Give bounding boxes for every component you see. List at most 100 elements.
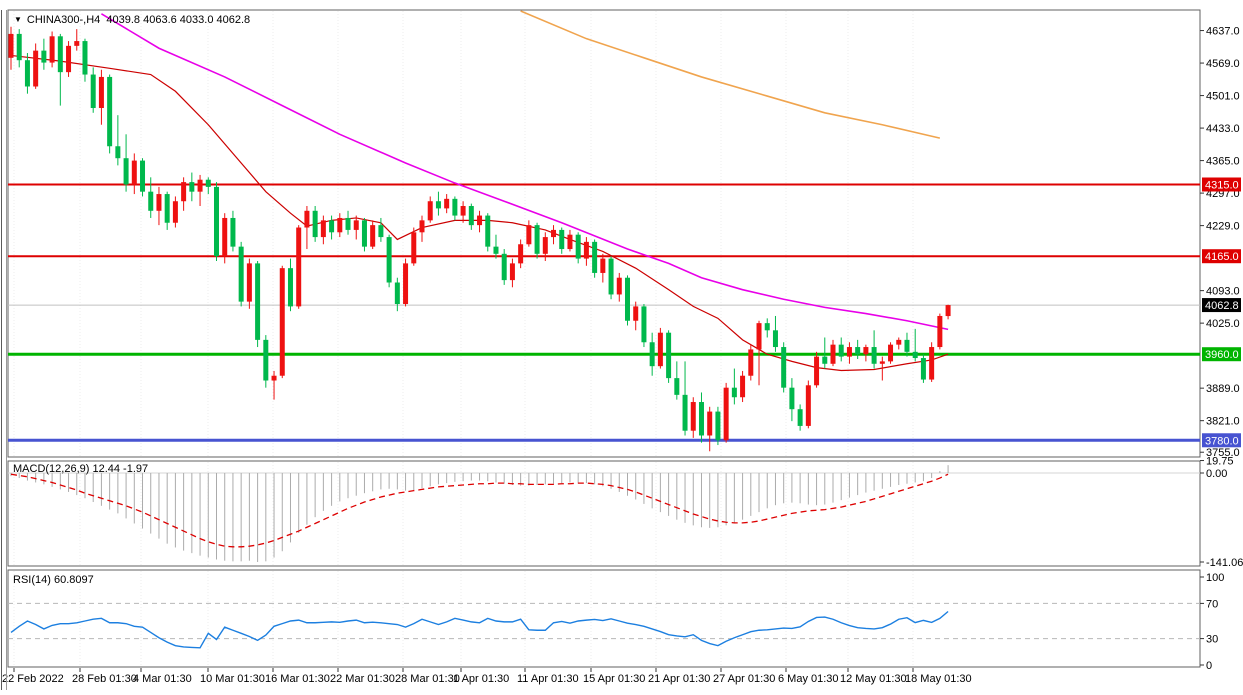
candle-body <box>419 220 425 233</box>
candle-body <box>189 182 195 192</box>
date-axis-label: 15 Apr 01:30 <box>583 673 645 685</box>
date-axis-label: 21 Apr 01:30 <box>648 673 710 685</box>
candle-body <box>920 358 926 380</box>
candle-body <box>329 220 335 233</box>
price-axis-label: 3889.0 <box>1206 383 1240 395</box>
candle-body <box>485 215 491 247</box>
candle-body <box>271 375 277 381</box>
candle-body <box>649 342 655 367</box>
macd-layer <box>8 465 1200 562</box>
macd-axis-label: 19.75 <box>1206 456 1234 468</box>
candle-body <box>789 387 795 410</box>
candle-body <box>435 201 441 209</box>
price-axis-label: 4365.0 <box>1206 156 1240 168</box>
candle-body <box>98 76 104 109</box>
candle-body <box>559 229 565 250</box>
macd-axis-label: -141.06 <box>1206 557 1243 569</box>
date-axis-label: 11 Apr 01:30 <box>517 673 579 685</box>
candle-body <box>542 237 548 254</box>
level-price-tag: 3960.0 <box>1205 349 1239 361</box>
candle-body <box>181 182 187 202</box>
candle-body <box>57 36 63 73</box>
candle-body <box>592 241 598 273</box>
chart-title: ▼ CHINA300-,H4 4039.8 4063.6 4033.0 4062.… <box>14 14 250 26</box>
candle-body <box>871 347 877 364</box>
candle-body <box>107 76 113 147</box>
candle-body <box>575 234 581 259</box>
candle-body <box>337 217 343 233</box>
candle-body <box>66 45 72 73</box>
candle-body <box>8 33 14 58</box>
candle-body <box>781 347 787 388</box>
candle-body <box>929 347 935 380</box>
candle-body <box>814 356 820 386</box>
candle-body <box>797 409 803 426</box>
candle-body <box>255 263 261 340</box>
candle-body <box>197 179 203 192</box>
candle-body <box>230 217 236 247</box>
candle-body <box>411 232 417 264</box>
candle-body <box>600 258 606 273</box>
candle-body <box>238 246 244 302</box>
candle-body <box>148 191 154 211</box>
rsi-panel[interactable] <box>7 569 1201 668</box>
candle-body <box>567 234 573 250</box>
candle-body <box>263 339 269 381</box>
candle-body <box>370 225 376 247</box>
level-price-tag: 4315.0 <box>1205 179 1239 191</box>
candle-body <box>287 268 293 307</box>
level-price-tag: 4165.0 <box>1205 251 1239 263</box>
price-axis-label: 4637.0 <box>1206 26 1240 38</box>
candle-body <box>666 332 672 379</box>
ma-mid-magenta-line <box>101 13 949 331</box>
candle-body <box>279 268 285 376</box>
candle-body <box>24 60 30 87</box>
macd-panel[interactable] <box>7 460 1201 567</box>
date-axis-label: 1 Apr 01:30 <box>453 673 509 685</box>
candle-body <box>33 50 39 87</box>
level-price-tag-box <box>1202 433 1241 448</box>
candle-body <box>830 344 836 364</box>
candle-body <box>863 347 869 355</box>
main-chart-panel[interactable] <box>7 9 1201 458</box>
rsi-axis-label: 30 <box>1206 634 1218 646</box>
candle-body <box>386 237 392 283</box>
candle-body <box>846 347 852 357</box>
candle-body <box>674 378 680 395</box>
candle-body <box>115 146 121 159</box>
date-axis-label: 18 May 01:30 <box>905 673 972 685</box>
candle-body <box>682 394 688 431</box>
date-axis-label: 28 Mar 01:30 <box>395 673 460 685</box>
candle-body <box>345 217 351 230</box>
price-axis-label: 4569.0 <box>1206 58 1240 70</box>
candle-body <box>312 210 318 238</box>
candle-body <box>90 74 96 109</box>
candle-body <box>912 351 918 359</box>
date-axis-label: 28 Feb 01:30 <box>72 673 137 685</box>
candle-body <box>896 339 902 345</box>
candle-body <box>879 361 885 364</box>
candle-body <box>296 227 302 307</box>
rsi-axis-label: 70 <box>1206 598 1218 610</box>
candle-body <box>452 198 458 216</box>
candle-body <box>715 411 721 441</box>
current-price-tag: 4062.8 <box>1205 300 1239 312</box>
current-price-tag-box <box>1202 298 1241 313</box>
candle-body <box>641 306 647 343</box>
candle-body <box>764 323 770 331</box>
candle-body <box>551 229 557 238</box>
candle-body <box>756 323 762 350</box>
candle-body <box>477 215 483 226</box>
candle-body <box>131 160 137 185</box>
candle-body <box>838 344 844 357</box>
candle-body <box>501 253 507 281</box>
candle-body <box>222 217 228 257</box>
ma-slow-orange-line <box>520 10 941 139</box>
candle-body <box>320 220 326 238</box>
candle-body <box>74 41 80 46</box>
candle-body <box>123 158 129 185</box>
level-price-tag-box <box>1202 347 1241 362</box>
candle-body <box>740 375 746 398</box>
candle-body <box>49 36 55 63</box>
